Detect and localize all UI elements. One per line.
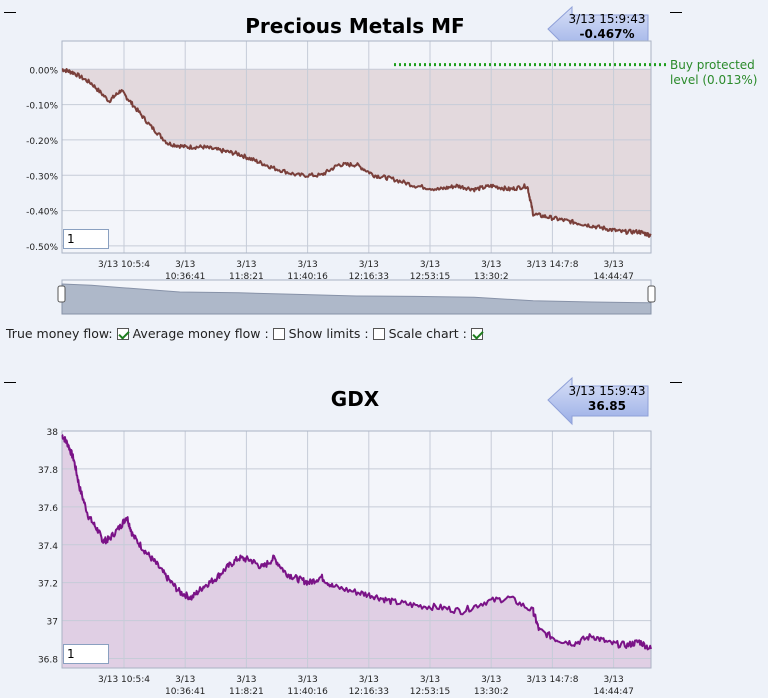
y-tick-label: -0.20% bbox=[26, 137, 58, 147]
x-tick-label: 12:53:15 bbox=[410, 687, 450, 697]
area-fill bbox=[62, 434, 651, 668]
x-tick-label: 11:8:21 bbox=[229, 687, 264, 697]
y-tick-label: 37 bbox=[47, 618, 58, 628]
x-tick-label: 3/13 14:7:8 bbox=[526, 675, 578, 685]
y-tick-label: 37.4 bbox=[38, 542, 58, 552]
x-tick-label: 3/13 14:7:8 bbox=[526, 260, 578, 270]
chart2-badge-time: 3/13 15:9:43 bbox=[568, 384, 646, 398]
x-tick-label: 3/13 10:5:4 bbox=[98, 260, 150, 270]
x-tick-label: 3/13 bbox=[236, 260, 256, 270]
y-tick-label: -0.40% bbox=[26, 208, 58, 218]
chart2-badge-value: 36.85 bbox=[588, 399, 626, 413]
x-tick-label: 12:16:33 bbox=[349, 272, 389, 282]
buy-protected-line1: Buy protected bbox=[670, 58, 755, 72]
y-tick-label: 36.8 bbox=[38, 656, 58, 666]
true-money-flow-label: True money flow: bbox=[6, 326, 113, 341]
x-tick-label: 13:30:2 bbox=[474, 687, 509, 697]
x-tick-label: 3/13 bbox=[481, 260, 501, 270]
chart-controls: True money flow: Average money flow : Sh… bbox=[6, 326, 487, 341]
y-tick-label: 37.8 bbox=[38, 466, 58, 476]
plot-border bbox=[61, 430, 652, 669]
chart1-plot[interactable]: 0.00% -0.10% -0.20% -0.30% -0.40% -0.50% 3/13 … bbox=[0, 0, 768, 330]
x-tick-label: 14:44:47 bbox=[593, 687, 633, 697]
chart2-plot[interactable]: 38 37.8 37.6 37.4 37.2 37 36.8 3/13 10:5:4 3/13 1… bbox=[0, 370, 768, 698]
scale-chart-label: Scale chart : bbox=[388, 326, 467, 341]
x-tick-label: 12:16:33 bbox=[349, 687, 389, 697]
plot-border bbox=[61, 40, 652, 254]
collapse-dash-left-1[interactable] bbox=[4, 12, 16, 13]
x-tick-label: 13:30:2 bbox=[474, 272, 509, 282]
scale-chart-checkbox[interactable] bbox=[470, 327, 483, 340]
average-money-flow-label: Average money flow : bbox=[132, 326, 269, 341]
navigator-handle-right bbox=[647, 285, 656, 303]
x-tick-label: 3/13 bbox=[481, 675, 501, 685]
y-tick-label: -0.50% bbox=[26, 243, 58, 253]
y-tick-label: 37.6 bbox=[38, 504, 58, 514]
true-money-flow-checkbox[interactable] bbox=[116, 327, 129, 340]
x-tick-label: 3/13 bbox=[359, 260, 379, 270]
series-line bbox=[61, 434, 652, 651]
y-tick-label: -0.10% bbox=[26, 102, 58, 112]
x-tick-label: 3/13 bbox=[359, 675, 379, 685]
chart2-badge-text: 3/13 15:9:43 36.85 bbox=[566, 384, 648, 414]
collapse-dash-right-1[interactable] bbox=[670, 12, 682, 13]
x-tick-label: 14:44:47 bbox=[593, 272, 633, 282]
chart1-badge-time: 3/13 15:9:43 bbox=[568, 12, 646, 26]
y-tick-label: 0.00% bbox=[29, 66, 58, 76]
buy-protected-line2: level (0.013%) bbox=[670, 73, 758, 87]
x-tick-label: 3/13 bbox=[297, 260, 317, 270]
chart1-title: Precious Metals MF bbox=[245, 14, 465, 38]
x-tick-label: 3/13 bbox=[175, 260, 195, 270]
x-tick-label: 3/13 10:5:4 bbox=[98, 675, 150, 685]
area-fill bbox=[62, 69, 651, 237]
x-tick-label: 3/13 bbox=[236, 675, 256, 685]
x-tick-label: 10:36:41 bbox=[165, 687, 205, 697]
show-limits-label: Show limits : bbox=[288, 326, 369, 341]
chart1-zoom-input[interactable]: 1 bbox=[63, 229, 109, 249]
y-tick-label: -0.30% bbox=[26, 172, 58, 182]
chart2-title: GDX bbox=[330, 387, 380, 411]
show-limits-checkbox[interactable] bbox=[372, 327, 385, 340]
y-tick-label: 38 bbox=[47, 428, 59, 438]
chart2-badge-arrow bbox=[547, 376, 649, 426]
x-tick-label: 11:40:16 bbox=[287, 272, 328, 282]
x-tick-label: 12:53:15 bbox=[410, 272, 450, 282]
x-tick-label: 3/13 bbox=[420, 675, 440, 685]
chart1-badge-text: 3/13 15:9:43 -0.467% bbox=[566, 12, 648, 42]
series-line bbox=[61, 68, 652, 238]
chart1-badge-value: -0.467% bbox=[579, 27, 635, 41]
x-tick-label: 10:36:41 bbox=[165, 272, 205, 282]
navigator-handle-left bbox=[57, 285, 66, 303]
collapse-dash-left-2[interactable] bbox=[4, 382, 16, 383]
x-tick-label: 3/13 bbox=[175, 675, 195, 685]
x-tick-label: 11:8:21 bbox=[229, 272, 264, 282]
average-money-flow-checkbox[interactable] bbox=[272, 327, 285, 340]
y-tick-label: 37.2 bbox=[38, 580, 58, 590]
x-tick-label: 3/13 bbox=[603, 260, 623, 270]
buy-protected-label: Buy protected level (0.013%) bbox=[670, 58, 757, 88]
chart2-zoom-input[interactable]: 1 bbox=[63, 644, 109, 664]
x-tick-label: 11:40:16 bbox=[287, 687, 328, 697]
navigator-area bbox=[61, 283, 652, 315]
x-tick-label: 3/13 bbox=[603, 675, 623, 685]
x-tick-label: 3/13 bbox=[297, 675, 317, 685]
x-tick-label: 3/13 bbox=[420, 260, 440, 270]
collapse-dash-right-2[interactable] bbox=[670, 382, 682, 383]
